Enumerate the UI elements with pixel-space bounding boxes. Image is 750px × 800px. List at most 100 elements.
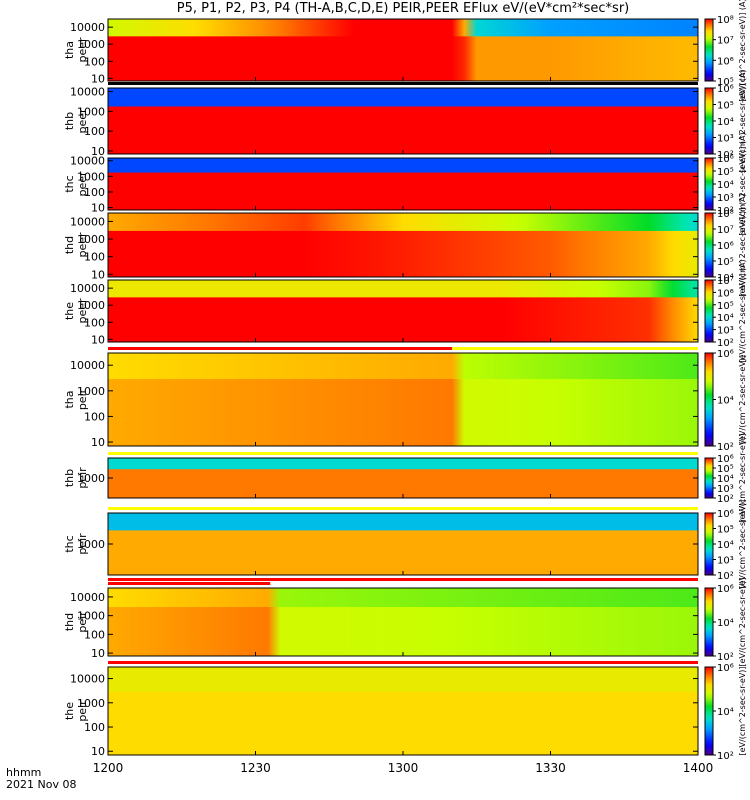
y-axis-label-instrument: peer: [76, 108, 89, 134]
colorbar-thc-peir: [704, 512, 714, 576]
quality-flag-tha-peir-0: [108, 347, 453, 350]
colorbar-tick-label: 10⁴: [717, 273, 734, 284]
colorbar-tick-label: 10³: [717, 326, 734, 337]
y-tick-label: 1000: [77, 170, 105, 183]
y-axis-label-instrument: peir: [76, 388, 89, 410]
y-axis-label-probe: thb: [63, 469, 76, 487]
colorbar-thc-peer: [704, 157, 714, 211]
y-tick-label: 10: [91, 745, 105, 758]
y-axis-label-instrument: peir: [76, 467, 89, 489]
y-tick-label: 10000: [70, 359, 105, 372]
y-axis-label-probe: thd: [63, 613, 76, 631]
y-tick-label: 10: [91, 145, 105, 158]
panel-thd-peir: 10 100 1000 10000 thd peir 10² 10⁴ 10⁶ [eV/(cm^2-…: [63, 577, 747, 666]
colorbar-tick-label: 10³: [717, 134, 734, 145]
quality-flag-thd-peir-1: [108, 578, 698, 581]
colorbar-tick-label: 10⁶: [717, 663, 734, 674]
y-axis-label-probe: tha: [63, 41, 76, 59]
quality-flag-thb-peir-0: [108, 452, 698, 455]
colorbar-tick-label: 10²: [717, 652, 734, 663]
y-axis-label-probe: thc: [63, 535, 76, 552]
colorbar-tick-label: 10⁶: [717, 84, 734, 95]
colorbar-label: [eV/(cm^2-sec-sr-eV)] (A): [738, 132, 747, 235]
y-tick-label: 10000: [70, 673, 105, 686]
y-tick-label: 10000: [70, 282, 105, 295]
y-tick-label: 100: [84, 410, 105, 423]
y-tick-label: 1000: [77, 697, 105, 710]
colorbar-tick-label: 10⁵: [717, 101, 734, 112]
y-tick-label: 10000: [70, 215, 105, 228]
colorbar-label: [eV/(cm^2-sec-sr-eV)]: [738, 577, 747, 666]
y-tick-label: 1000: [77, 299, 105, 312]
y-axis-label-probe: thb: [63, 112, 76, 130]
colorbar-tick-label: 10⁶: [717, 154, 734, 165]
y-tick-label: 10: [91, 202, 105, 215]
quality-flag-the-peir-0: [108, 661, 698, 664]
y-tick-label: 100: [84, 316, 105, 329]
x-tick-label: 1230: [240, 761, 271, 775]
high-energy-band-thc-peir: [108, 513, 698, 531]
y-tick-label: 10000: [70, 85, 105, 98]
y-axis-label-probe: the: [63, 702, 76, 720]
quality-flag-tha-peir-1: [452, 347, 698, 350]
y-tick-label: 100: [84, 186, 105, 199]
colorbar-tick-label: 10⁴: [717, 707, 734, 718]
colorbar-tick-label: 10³: [717, 484, 734, 495]
colorbar-tick-label: 10⁴: [717, 474, 734, 485]
y-axis-label-instrument: peer: [76, 232, 89, 258]
colorbar-tick-label: 10⁶: [717, 288, 734, 299]
x-tick-label: 1200: [93, 761, 124, 775]
y-axis-label-instrument: peir: [76, 700, 89, 722]
y-axis-label-instrument: peir: [76, 533, 89, 555]
y-tick-label: 10: [91, 333, 105, 346]
y-tick-label: 10: [91, 647, 105, 660]
quality-flag-thc-peir-0: [108, 507, 698, 510]
x-tick-label: 1300: [388, 761, 419, 775]
quality-flag-thd-peir-0: [108, 582, 271, 585]
colorbar-tick-label: 10⁷: [717, 276, 734, 287]
colorbar-tick-label: 10⁷: [717, 225, 734, 236]
colorbar-tick-label: 10⁵: [717, 525, 734, 536]
y-tick-label: 100: [84, 628, 105, 641]
panel-the-peir: 10 100 1000 10000 the peir 10² 10⁴ 10⁶ [eV/(cm^2-…: [63, 661, 747, 762]
high-energy-band-the-peer: [108, 280, 698, 298]
colorbar-tick-label: 10⁶: [717, 509, 734, 520]
colorbar-tick-label: 10⁴: [717, 180, 734, 191]
y-axis-label-instrument: peer: [76, 171, 89, 197]
colorbar-tick-label: 10⁵: [717, 301, 734, 312]
colorbar-tick-label: 10²: [717, 571, 734, 582]
colorbar-the-peir: [704, 666, 714, 756]
y-tick-label: 1000: [77, 38, 105, 51]
x-tick-label: 1400: [683, 761, 714, 775]
high-energy-band-thc-peer: [108, 158, 698, 173]
y-tick-label: 10: [91, 436, 105, 449]
y-axis-label-instrument: peer: [76, 37, 89, 63]
y-tick-label: 1000: [77, 105, 105, 118]
colorbar-label: [eV/(cm^2-sec-sr-eV)] (A): [738, 69, 747, 172]
colorbar-tick-label: 10⁵: [717, 167, 734, 178]
x-axis-label-date: 2021 Nov 08: [6, 778, 76, 791]
y-axis-label-instrument: peer: [76, 298, 89, 324]
colorbar-thd-peir: [704, 587, 714, 657]
y-tick-label: 100: [84, 721, 105, 734]
colorbar-tick-label: 10³: [717, 556, 734, 567]
colorbar-tick-label: 10⁵: [717, 464, 734, 475]
y-tick-label: 10: [91, 72, 105, 85]
colorbar-label: [eV/(cm^2-sec-sr-eV)] (A): [738, 193, 747, 296]
y-tick-label: 10000: [70, 155, 105, 168]
colorbar-tick-label: 10⁷: [717, 36, 734, 47]
figure-title: P5, P1, P2, P3, P4 (TH-A,B,C,D,E) PEIR,P…: [176, 1, 630, 16]
colorbar-tick-label: 10²: [717, 338, 734, 349]
y-tick-label: 10000: [70, 21, 105, 34]
colorbar-tha-peir: [704, 352, 714, 447]
colorbar-label: [eV/(cm^2-sec-sr-eV)]: [738, 355, 747, 444]
high-energy-band-thb-peir: [108, 458, 698, 470]
